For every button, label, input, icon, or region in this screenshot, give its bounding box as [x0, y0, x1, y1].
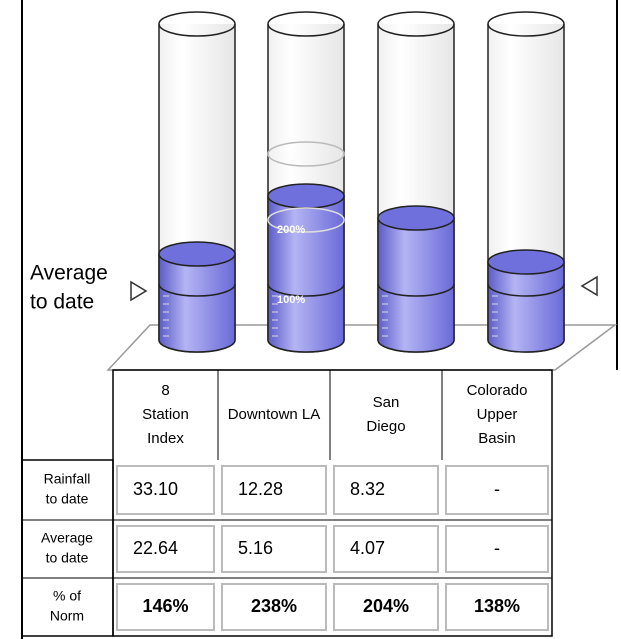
cell-box	[445, 525, 549, 573]
water-surface	[377, 205, 455, 231]
column-header: 8	[161, 382, 169, 399]
cell-box	[221, 583, 327, 631]
water-surface	[267, 183, 345, 209]
cell-value: -	[494, 479, 500, 499]
column-header: Station	[142, 406, 189, 423]
tube-top	[377, 11, 455, 37]
tube-top	[158, 11, 236, 37]
row-label: to date	[46, 491, 89, 507]
cell-value: 138%	[474, 596, 520, 616]
cell-value: 4.07	[350, 538, 385, 558]
column-header: Upper	[477, 406, 518, 423]
average-line	[267, 283, 345, 297]
cell-box	[445, 465, 549, 515]
average-line	[487, 283, 565, 297]
water	[267, 195, 345, 353]
level-ring	[267, 207, 345, 233]
column-header: Colorado	[467, 382, 528, 399]
marker-left	[130, 280, 148, 302]
level-ring	[267, 141, 345, 167]
gauge-label: 100%	[277, 294, 305, 306]
cell-value: 22.64	[133, 538, 178, 558]
data-table: 8 Station Index Downtown LA San Diego Colorado…	[21, 369, 553, 637]
column-header: Diego	[366, 418, 405, 435]
annotation: to date	[30, 291, 94, 314]
water	[487, 261, 565, 353]
water	[158, 253, 236, 353]
row-label: Rainfall	[44, 471, 91, 487]
cell-box	[221, 525, 327, 573]
cell-box	[116, 525, 215, 573]
annotation: Average	[30, 262, 108, 285]
tube-top	[487, 11, 565, 37]
cell-value: 8.32	[350, 479, 385, 499]
column-header: San	[373, 394, 400, 411]
cell-value: 238%	[251, 596, 297, 616]
gauge-label: 200%	[277, 224, 305, 236]
cell-value: 204%	[363, 596, 409, 616]
water	[377, 217, 455, 353]
column-header: Downtown LA	[228, 406, 321, 423]
cell-box	[116, 583, 215, 631]
cell-value: -	[494, 538, 500, 558]
cell-value: 5.16	[238, 538, 273, 558]
row-label: Norm	[50, 608, 84, 624]
cell-value: 146%	[142, 596, 188, 616]
cell-box	[445, 583, 549, 631]
cell-value: 12.28	[238, 479, 283, 499]
marker-right	[580, 275, 598, 297]
row-label: to date	[46, 550, 89, 566]
cell-box	[333, 465, 439, 515]
cell-box	[116, 465, 215, 515]
gauges: 200% 100%	[158, 11, 565, 353]
cell-value: 33.10	[133, 479, 178, 499]
row-label: % of	[53, 588, 81, 604]
column-header: Basin	[478, 430, 516, 447]
row-label: Average	[41, 530, 93, 546]
average-line	[377, 283, 455, 297]
water-surface	[487, 249, 565, 275]
cell-box	[333, 525, 439, 573]
cell-box	[221, 465, 327, 515]
column-header: Index	[147, 430, 184, 447]
cell-box	[333, 583, 439, 631]
water-surface	[158, 241, 236, 267]
tube-top	[267, 11, 345, 37]
average-line	[158, 283, 236, 297]
